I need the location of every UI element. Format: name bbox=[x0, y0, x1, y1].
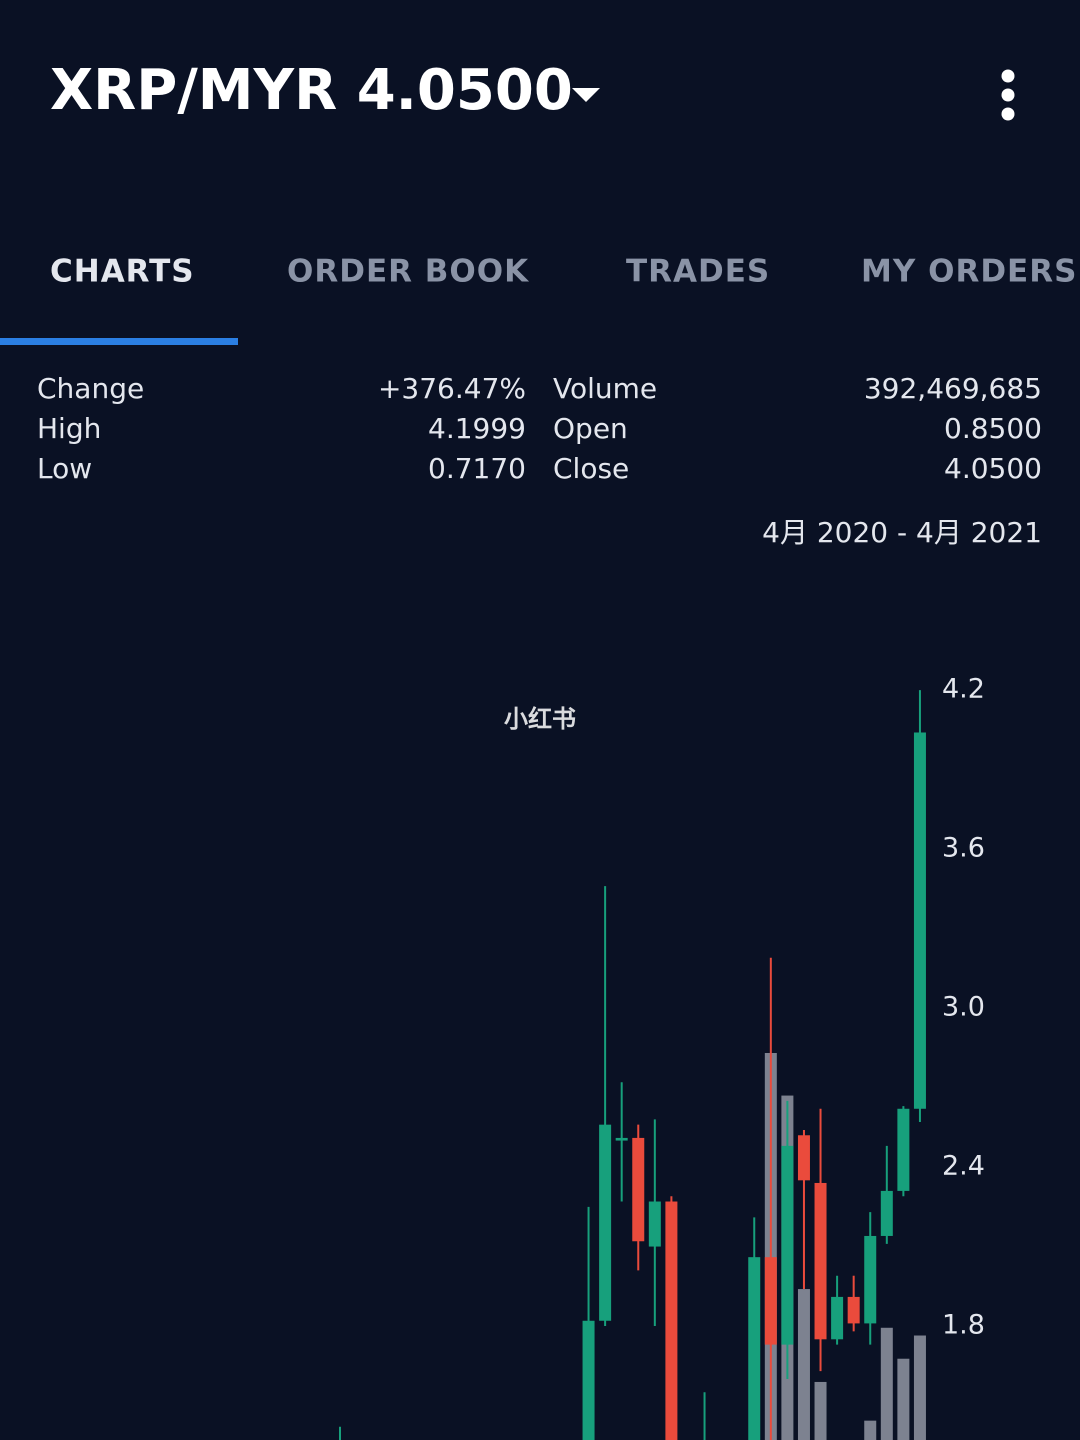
menu-dot bbox=[1001, 88, 1015, 102]
candle-body bbox=[582, 1320, 595, 1440]
candle-body bbox=[781, 1145, 794, 1345]
menu-dot bbox=[1001, 107, 1015, 121]
candle-body bbox=[831, 1296, 844, 1340]
stat-value: 4.1999 bbox=[428, 412, 526, 445]
candle-body bbox=[599, 1124, 612, 1321]
stat-value: 392,469,685 bbox=[864, 372, 1042, 405]
volume-bar bbox=[880, 1327, 893, 1440]
stat-label: Close bbox=[553, 452, 629, 485]
stat-label: Volume bbox=[553, 372, 657, 405]
candle-body bbox=[797, 1135, 810, 1181]
candle-body bbox=[648, 1201, 661, 1247]
candle-body bbox=[864, 1235, 877, 1324]
tab[interactable]: TRADES bbox=[626, 254, 770, 290]
stat-label: Low bbox=[37, 452, 92, 485]
date-range[interactable]: 4月 2020 - 4月 2021 bbox=[762, 516, 1042, 549]
menu-dot bbox=[1001, 69, 1015, 83]
volume-bar bbox=[797, 1289, 810, 1440]
tab[interactable]: MY ORDERS bbox=[861, 254, 1077, 290]
y-tick-label: 1.8 bbox=[942, 1310, 985, 1341]
candle-body bbox=[615, 1137, 628, 1141]
candle-body bbox=[764, 1257, 777, 1345]
candle-body bbox=[665, 1201, 678, 1440]
watermark: 小红书 bbox=[504, 705, 576, 733]
volume-bar bbox=[897, 1358, 910, 1440]
stat-label: Open bbox=[553, 412, 628, 445]
candle-body bbox=[897, 1108, 910, 1191]
stat-value: 0.7170 bbox=[428, 452, 526, 485]
y-tick-label: 2.4 bbox=[942, 1151, 985, 1182]
stat-label: High bbox=[37, 412, 101, 445]
tab[interactable]: ORDER BOOK bbox=[287, 254, 529, 290]
stat-value: 0.8500 bbox=[944, 412, 1042, 445]
candle-body bbox=[913, 732, 926, 1109]
stat-value: +376.47% bbox=[378, 372, 526, 405]
candle-body bbox=[847, 1296, 860, 1324]
tab-indicator bbox=[0, 338, 238, 345]
y-tick-label: 3.0 bbox=[942, 992, 985, 1023]
volume-bar bbox=[814, 1381, 827, 1440]
dropdown-caret[interactable] bbox=[572, 88, 600, 102]
volume-bar bbox=[913, 1335, 926, 1440]
y-tick-label: 4.2 bbox=[942, 674, 985, 705]
tab[interactable]: CHARTS bbox=[50, 254, 195, 290]
y-axis: 4.2 3.6 3.0 2.4 1.8 bbox=[942, 674, 985, 1341]
volume-bar bbox=[864, 1420, 877, 1440]
candle-body bbox=[632, 1137, 645, 1242]
y-tick-label: 3.6 bbox=[942, 833, 985, 864]
candle-body bbox=[748, 1257, 761, 1440]
menu-button[interactable] bbox=[1001, 69, 1015, 121]
candle-body bbox=[814, 1182, 827, 1340]
candle-layer bbox=[339, 690, 926, 1440]
pair-title[interactable]: XRP/MYR 4.0500 bbox=[50, 58, 573, 123]
stat-value: 4.0500 bbox=[944, 452, 1042, 485]
stat-label: Change bbox=[37, 372, 144, 405]
candle-body bbox=[880, 1190, 893, 1236]
